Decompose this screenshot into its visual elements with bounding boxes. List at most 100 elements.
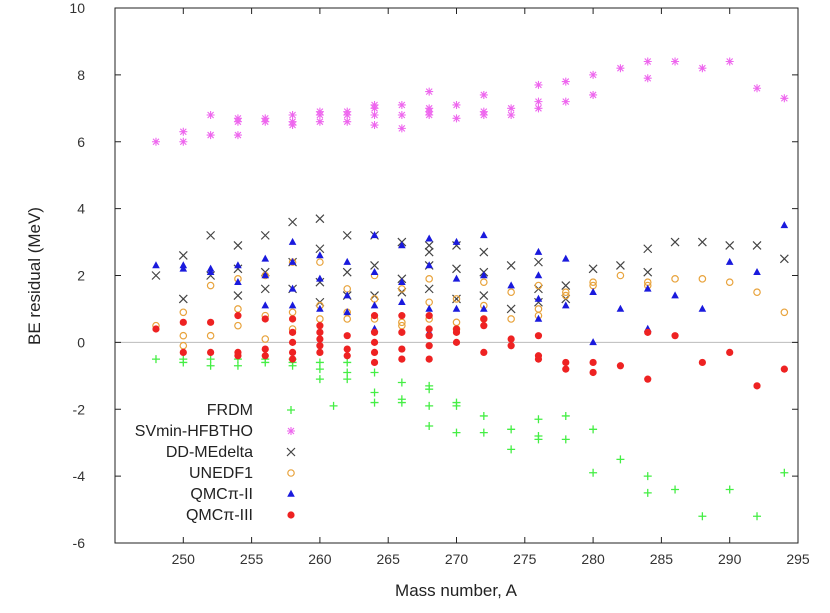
data-point xyxy=(316,342,324,350)
data-point xyxy=(370,104,379,113)
data-point xyxy=(506,261,516,270)
data-point xyxy=(370,358,379,367)
data-point xyxy=(452,274,461,282)
data-point xyxy=(288,328,297,336)
data-point xyxy=(179,341,188,350)
data-point xyxy=(342,267,352,277)
data-point xyxy=(752,240,762,250)
data-point xyxy=(452,264,461,274)
data-point xyxy=(206,111,215,119)
data-point xyxy=(479,428,488,437)
data-point xyxy=(343,111,352,119)
data-point xyxy=(206,230,216,240)
data-point xyxy=(398,345,406,353)
data-point xyxy=(452,428,461,437)
legend-label: QMCπ-II xyxy=(190,486,253,503)
data-point xyxy=(316,251,324,259)
x-tick-label: 260 xyxy=(308,551,332,567)
data-point xyxy=(398,241,406,249)
data-point xyxy=(179,137,188,146)
data-point xyxy=(234,277,242,285)
legend-label: UNEDF1 xyxy=(189,465,253,482)
data-point xyxy=(233,291,243,300)
data-point xyxy=(643,267,653,277)
data-point xyxy=(452,401,461,410)
series-2 xyxy=(151,214,789,314)
data-point xyxy=(425,325,433,333)
data-point xyxy=(288,284,297,292)
data-point xyxy=(534,294,543,302)
legend-marker xyxy=(287,427,295,435)
data-point xyxy=(370,121,379,130)
data-point xyxy=(452,114,461,123)
data-point xyxy=(398,285,406,293)
data-point xyxy=(753,382,761,390)
data-point xyxy=(233,361,242,370)
data-point xyxy=(206,271,216,280)
data-point xyxy=(424,240,434,250)
data-point xyxy=(780,308,789,317)
legend-marker xyxy=(286,447,296,457)
data-point xyxy=(316,322,324,330)
data-point xyxy=(207,348,215,357)
series-4 xyxy=(152,221,789,346)
x-tick-label: 250 xyxy=(172,551,196,567)
data-point xyxy=(233,131,242,140)
data-point xyxy=(479,411,488,420)
data-point xyxy=(643,244,653,254)
data-point xyxy=(288,237,297,245)
data-point xyxy=(480,304,488,312)
data-point xyxy=(480,271,488,279)
legend: FRDM SVmin-HFBTHO DD-MEdelta UNEDF1 QMCπ-II Q… xyxy=(135,402,296,524)
data-point xyxy=(397,124,406,133)
data-point xyxy=(342,230,352,240)
data-point xyxy=(452,237,461,245)
data-point xyxy=(615,261,625,270)
data-point xyxy=(588,264,598,274)
data-point xyxy=(534,247,543,255)
data-point xyxy=(698,275,707,283)
data-point xyxy=(316,258,324,266)
data-point xyxy=(397,398,406,407)
data-point xyxy=(425,342,433,350)
data-point xyxy=(329,401,338,410)
y-axis-label: BE residual (MeV) xyxy=(25,207,44,345)
data-point xyxy=(315,111,324,119)
data-point xyxy=(534,97,543,106)
data-point xyxy=(343,308,352,316)
data-point xyxy=(589,90,598,99)
data-point xyxy=(589,425,598,434)
data-point xyxy=(288,117,297,126)
data-point xyxy=(370,231,379,239)
data-point xyxy=(561,435,570,444)
data-point xyxy=(507,288,515,297)
data-point xyxy=(288,308,297,317)
data-point xyxy=(671,332,679,340)
data-point xyxy=(561,97,570,106)
data-point xyxy=(507,281,515,289)
x-tick-label: 275 xyxy=(513,551,537,567)
data-point xyxy=(589,278,597,286)
data-point xyxy=(398,328,406,336)
data-point xyxy=(480,231,488,239)
data-point xyxy=(179,348,187,357)
data-point xyxy=(370,295,379,303)
data-point xyxy=(589,358,597,367)
data-point xyxy=(234,348,242,357)
data-point xyxy=(671,291,679,299)
data-point xyxy=(315,117,324,126)
data-point xyxy=(561,411,570,420)
data-point xyxy=(424,247,434,257)
x-tick-label: 280 xyxy=(581,551,605,567)
data-point xyxy=(370,312,379,320)
x-tick-label: 295 xyxy=(786,551,810,567)
data-point xyxy=(288,361,297,370)
data-point xyxy=(370,111,379,119)
legend-marker xyxy=(287,469,295,477)
data-point xyxy=(698,304,707,312)
data-point xyxy=(179,331,188,340)
data-point xyxy=(179,264,188,272)
data-point xyxy=(179,318,187,326)
data-point xyxy=(561,288,570,297)
data-point xyxy=(233,117,242,126)
